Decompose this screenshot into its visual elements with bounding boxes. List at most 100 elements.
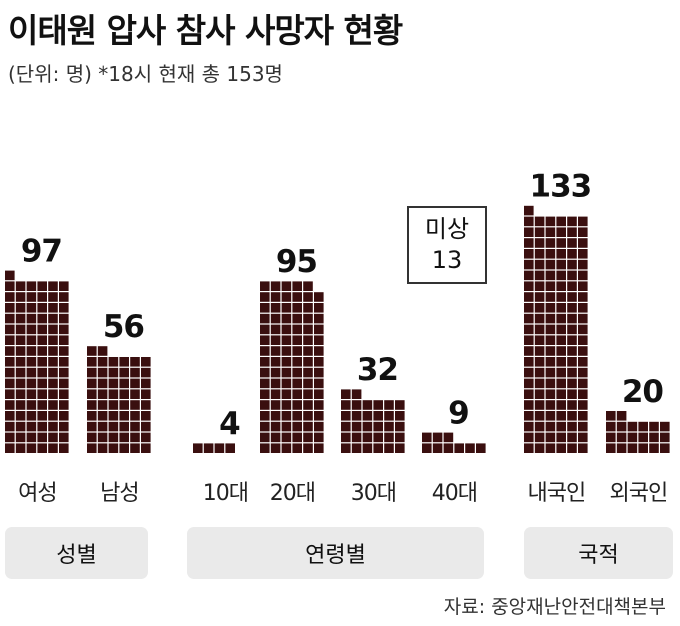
unit-square [260, 303, 270, 313]
unit-square [545, 411, 556, 421]
unit-square [97, 357, 108, 367]
unit-square [534, 303, 545, 313]
unit-square [303, 367, 313, 378]
unit-square [524, 357, 534, 367]
unit-square [203, 443, 214, 453]
unit-square [270, 421, 281, 432]
unit-square [87, 378, 97, 389]
unit-square [59, 378, 69, 389]
unit-square [270, 346, 281, 356]
unit-square [87, 411, 97, 421]
unit-square [567, 313, 577, 324]
unit-square [578, 216, 588, 227]
unit-square [97, 443, 108, 453]
unit-square [15, 357, 26, 367]
unit-square [578, 227, 588, 237]
missing-value: 13 [431, 246, 463, 274]
unit-square [270, 411, 281, 421]
unit-square [5, 389, 15, 399]
unit-square [534, 324, 545, 335]
unit-square [292, 335, 302, 345]
unit-square [48, 292, 58, 302]
unit-square [395, 411, 405, 421]
unit-square [5, 421, 15, 432]
unit-square [545, 249, 556, 259]
unit-square [303, 281, 313, 291]
unit-square [15, 346, 26, 356]
unit-square [97, 367, 108, 378]
unit-square [649, 443, 659, 453]
unit-square [314, 400, 324, 410]
unit-square [87, 421, 97, 432]
unit-square [314, 432, 324, 443]
unit-square [292, 324, 302, 335]
unit-square [292, 443, 302, 453]
unit-square [524, 205, 534, 216]
unit-square [48, 335, 58, 345]
unit-square [534, 335, 545, 345]
unit-square [627, 432, 638, 443]
unit-square [373, 421, 383, 432]
unit-square [341, 421, 351, 432]
unit-square [351, 432, 362, 443]
unit-square [119, 421, 129, 432]
unit-square [48, 303, 58, 313]
unit-square [524, 346, 534, 356]
unit-square [545, 259, 556, 270]
group-label-bg [5, 527, 148, 579]
unit-square [292, 313, 302, 324]
unit-square [567, 249, 577, 259]
unit-square [534, 313, 545, 324]
unit-square [26, 411, 37, 421]
unit-square [362, 432, 373, 443]
unit-square [314, 313, 324, 324]
unit-square [108, 389, 119, 399]
unit-square [524, 313, 534, 324]
unit-square [59, 324, 69, 335]
unit-square [556, 421, 566, 432]
unit-square [567, 367, 577, 378]
unit-square [26, 367, 37, 378]
unit-square [141, 367, 151, 378]
unit-square [578, 324, 588, 335]
unit-square [5, 432, 15, 443]
unit-square [15, 411, 26, 421]
unit-square [260, 324, 270, 335]
unit-square [260, 400, 270, 410]
unit-square [270, 400, 281, 410]
unit-square [26, 335, 37, 345]
unit-square [351, 400, 362, 410]
unit-square [314, 421, 324, 432]
unit-square [567, 227, 577, 237]
unit-square [545, 389, 556, 399]
unit-square [26, 432, 37, 443]
unit-square [567, 238, 577, 248]
unit-square [373, 400, 383, 410]
unit-square [556, 259, 566, 270]
unit-square [37, 443, 47, 453]
unit-square [556, 443, 566, 453]
unit-square [567, 443, 577, 453]
unit-square [578, 421, 588, 432]
unit-square [314, 292, 324, 302]
unit-square [260, 281, 270, 291]
unit-square [578, 259, 588, 270]
unit-square [119, 411, 129, 421]
unit-square [130, 357, 140, 367]
unit-square [303, 357, 313, 367]
unit-square [119, 357, 129, 367]
unit-square [454, 443, 464, 453]
unit-square [616, 411, 627, 421]
unit-square [545, 313, 556, 324]
unit-square [59, 303, 69, 313]
unit-square [260, 432, 270, 443]
unit-square [314, 303, 324, 313]
unit-square [48, 432, 58, 443]
unit-square [567, 389, 577, 399]
unit-square [578, 270, 588, 281]
category-label: 20대 [270, 481, 315, 506]
unit-square [534, 421, 545, 432]
unit-square [314, 357, 324, 367]
unit-square [606, 432, 616, 443]
unit-square [545, 281, 556, 291]
